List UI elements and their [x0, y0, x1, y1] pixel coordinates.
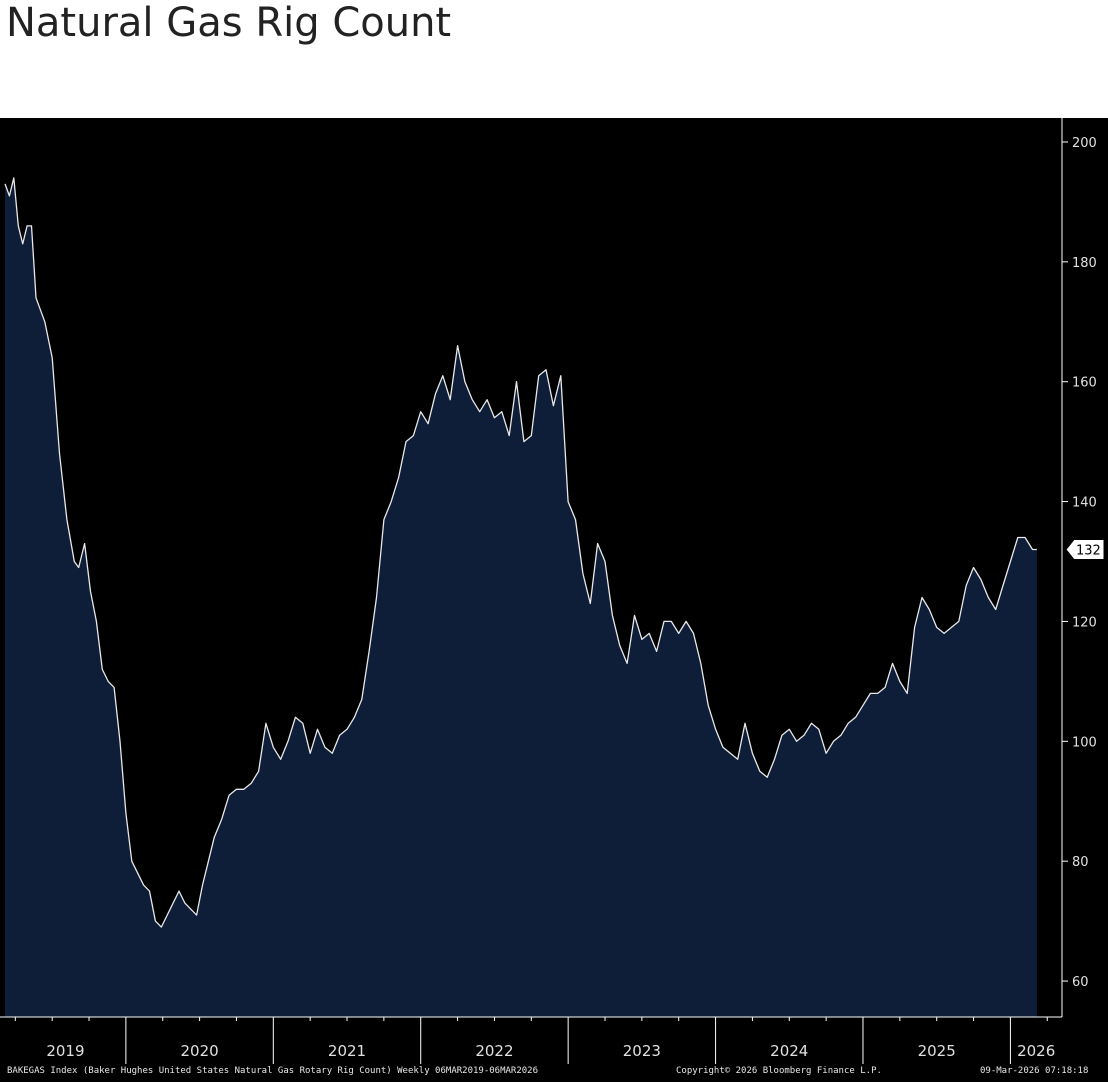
x-tick-label: 2019 [46, 1042, 84, 1060]
x-tick-label: 2022 [475, 1042, 513, 1060]
x-tick-label: 2024 [770, 1042, 808, 1060]
series-area [5, 177, 1037, 1017]
y-tick-label: 140 [1072, 496, 1097, 511]
x-tick-label: 2025 [918, 1042, 956, 1060]
footer-source: BAKEGAS Index (Baker Hughes United State… [7, 1066, 539, 1076]
last-value-label: 132 [1076, 544, 1101, 559]
y-tick-label: 80 [1072, 855, 1089, 870]
x-tick-label: 2026 [1017, 1042, 1055, 1060]
footer-copyright: Copyright© 2026 Bloomberg Finance L.P. [676, 1066, 882, 1076]
x-tick-label: 2023 [623, 1042, 661, 1060]
chart-container: 60 80 100 120 140 160 180 200 132 2019 2020 2021 20… [0, 118, 1108, 1082]
x-tick-label: 2021 [328, 1042, 366, 1060]
last-value-marker [1065, 539, 1105, 561]
chart-title: Natural Gas Rig Count [6, 0, 452, 46]
y-tick-label: 180 [1072, 256, 1097, 271]
y-tick-label: 60 [1072, 975, 1089, 990]
y-tick-label: 100 [1072, 735, 1097, 750]
y-tick-label: 160 [1072, 376, 1097, 391]
y-tick-label: 200 [1072, 136, 1097, 151]
footer-timestamp: 09-Mar-2026 07:18:18 [980, 1066, 1089, 1076]
x-tick-label: 2020 [181, 1042, 219, 1060]
y-tick-label: 120 [1072, 615, 1097, 630]
series-line [4, 177, 1037, 928]
rig-count-chart: 60 80 100 120 140 160 180 200 132 2019 2020 2021 20… [0, 118, 1108, 1082]
